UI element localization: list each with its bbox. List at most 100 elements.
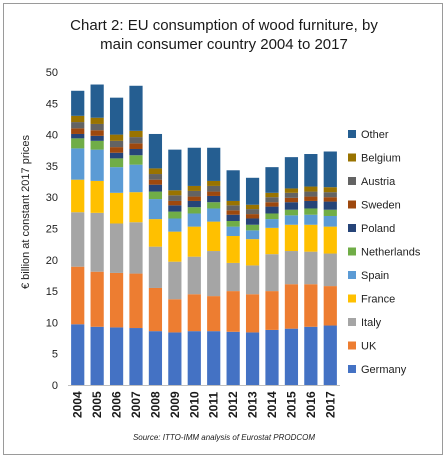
bar-segment-netherlands bbox=[71, 138, 85, 149]
bar-segment-germany bbox=[148, 331, 163, 385]
bar-segment-france bbox=[245, 239, 260, 266]
legend-swatch bbox=[348, 294, 356, 303]
bar-segment-uk bbox=[129, 273, 143, 329]
bar-segment-sweden bbox=[304, 196, 318, 201]
bar-segment-france bbox=[304, 224, 318, 252]
bar-segment-austria bbox=[284, 192, 299, 198]
legend-label: UK bbox=[361, 341, 377, 353]
bar-segment-spain bbox=[207, 208, 221, 222]
bar-segment-uk bbox=[168, 299, 182, 333]
bar-segment-france bbox=[323, 226, 337, 254]
bar-segment-poland bbox=[304, 200, 318, 209]
bar-segment-netherlands bbox=[284, 209, 299, 216]
bar-segment-france bbox=[148, 219, 163, 247]
y-tick-label: 30 bbox=[46, 192, 58, 204]
bar-segment-sweden bbox=[284, 197, 299, 203]
bar-segment-sweden bbox=[187, 196, 201, 201]
bar-segment-belgium bbox=[129, 130, 143, 138]
bar-segment-uk bbox=[187, 294, 201, 332]
y-tick-label: 50 bbox=[46, 67, 58, 79]
bar-segment-germany bbox=[168, 332, 182, 385]
x-tick-label: 2005 bbox=[90, 391, 104, 418]
x-tick-label: 2013 bbox=[246, 391, 260, 418]
x-tick-label: 2008 bbox=[148, 391, 162, 418]
bar-segment-austria bbox=[109, 140, 124, 148]
bar-segment-netherlands bbox=[168, 211, 182, 219]
bar-segment-netherlands bbox=[265, 213, 279, 220]
bar-segment-austria bbox=[90, 123, 104, 131]
bar-segment-sweden bbox=[265, 202, 279, 207]
legend-label: Sweden bbox=[361, 200, 401, 212]
bar-segment-italy bbox=[284, 251, 299, 285]
bar-segment-uk bbox=[226, 291, 240, 332]
bar-segment-poland bbox=[265, 206, 279, 214]
bar-segment-belgium bbox=[245, 204, 260, 210]
bar-segment-germany bbox=[245, 332, 260, 385]
bar-segment-belgium bbox=[265, 192, 279, 198]
bar-segment-austria bbox=[207, 185, 221, 192]
bar-segment-other bbox=[109, 97, 124, 135]
bar-segment-poland bbox=[245, 218, 260, 225]
y-tick-label: 20 bbox=[46, 255, 58, 267]
bar-stack-2004 bbox=[71, 90, 85, 385]
bar-segment-italy bbox=[226, 262, 240, 292]
bar-segment-poland bbox=[226, 214, 240, 221]
bar-segment-italy bbox=[304, 251, 318, 285]
bar-segment-poland bbox=[148, 184, 163, 192]
legend-swatch bbox=[348, 224, 356, 232]
bar-stack-2017 bbox=[323, 151, 337, 385]
bar-segment-austria bbox=[226, 205, 240, 211]
bar-segment-netherlands bbox=[148, 191, 163, 200]
bar-segment-germany bbox=[109, 327, 124, 385]
bar-segment-belgium bbox=[284, 188, 299, 193]
bar-segment-other bbox=[187, 147, 201, 186]
bar-segment-austria bbox=[245, 209, 260, 215]
bar-segment-belgium bbox=[90, 117, 104, 124]
y-tick-label: 25 bbox=[46, 224, 58, 236]
bar-segment-spain bbox=[265, 219, 279, 228]
bar-stack-2016 bbox=[304, 154, 318, 385]
bar-segment-spain bbox=[71, 148, 85, 180]
y-tick-label: 15 bbox=[46, 286, 58, 298]
y-tick-label: 40 bbox=[46, 130, 58, 142]
legend-item-netherlands: Netherlands bbox=[348, 247, 421, 259]
bar-segment-france bbox=[109, 192, 124, 224]
legend-label: France bbox=[361, 294, 395, 306]
legend: Other Belgium Austria Sweden Poland Netherlan… bbox=[348, 129, 421, 376]
bar-segment-spain bbox=[129, 164, 143, 193]
bar-segment-poland bbox=[323, 201, 337, 210]
bar-segment-austria bbox=[187, 190, 201, 197]
bar-stack-2005 bbox=[90, 84, 104, 385]
bar-segment-germany bbox=[304, 326, 318, 385]
bar-stack-2009 bbox=[168, 149, 182, 385]
bar-stack-2008 bbox=[148, 133, 163, 385]
x-tick-label: 2011 bbox=[207, 392, 221, 418]
bar-stacks bbox=[71, 84, 337, 385]
bar-segment-netherlands bbox=[323, 209, 337, 216]
legend-item-france: France bbox=[348, 294, 395, 306]
bar-segment-uk bbox=[109, 272, 124, 328]
x-tick-label: 2015 bbox=[284, 391, 298, 418]
bar-segment-france bbox=[187, 226, 201, 257]
bar-segment-spain bbox=[226, 226, 240, 237]
bar-segment-uk bbox=[245, 294, 260, 333]
legend-label: Other bbox=[361, 129, 389, 141]
legend-item-belgium: Belgium bbox=[348, 153, 401, 165]
bar-segment-austria bbox=[71, 122, 85, 129]
bar-segment-other bbox=[90, 84, 104, 118]
bar-segment-other bbox=[207, 147, 221, 181]
x-tick-label: 2012 bbox=[226, 391, 240, 418]
legend-label: Netherlands bbox=[361, 247, 421, 259]
legend-swatch bbox=[348, 318, 356, 326]
chart-title-line-1: Chart 2: EU consumption of wood furnitur… bbox=[70, 17, 378, 34]
x-tick-label: 2017 bbox=[323, 391, 337, 418]
bar-segment-sweden bbox=[90, 130, 104, 136]
bar-segment-spain bbox=[245, 230, 260, 240]
bar-segment-sweden bbox=[109, 147, 124, 153]
legend-label: Germany bbox=[361, 364, 407, 376]
bar-segment-italy bbox=[129, 222, 143, 274]
bar-segment-netherlands bbox=[245, 224, 260, 231]
legend-swatch bbox=[348, 200, 356, 209]
bar-segment-italy bbox=[245, 265, 260, 295]
